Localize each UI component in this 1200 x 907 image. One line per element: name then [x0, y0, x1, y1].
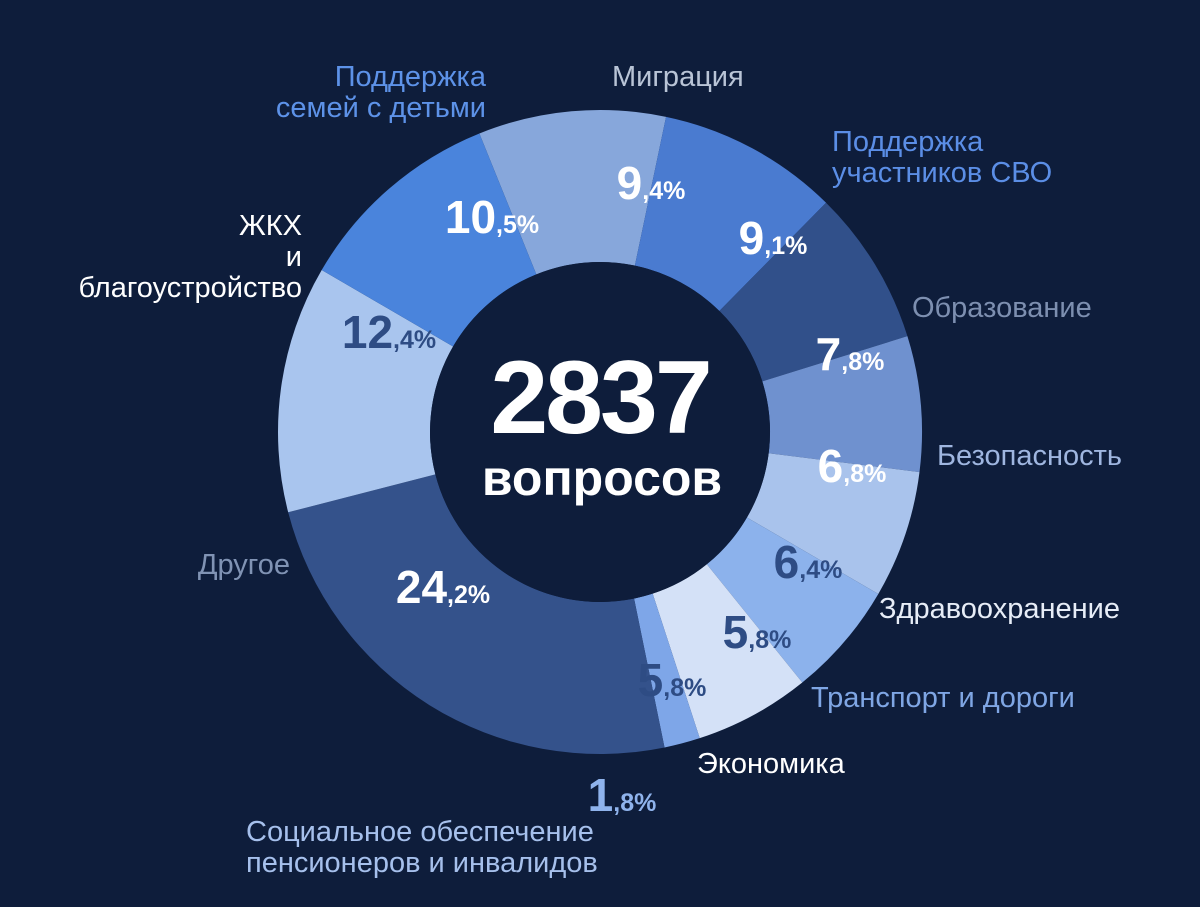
slice-category-label: Здравоохранение	[879, 593, 1120, 625]
slice-value-fraction: ,2%	[447, 581, 491, 609]
donut-slice	[706, 517, 879, 683]
slice-value-fraction: ,5%	[496, 211, 540, 239]
donut-slice	[479, 109, 667, 275]
donut-slice	[321, 133, 537, 347]
slice-value-label: 10,5%	[445, 190, 539, 244]
donut-hole	[430, 262, 770, 602]
slice-value-integer: 9	[738, 212, 765, 264]
slice-value-fraction: ,8%	[663, 674, 707, 702]
donut-slice	[634, 593, 700, 748]
slice-category-label: Поддержка семей с детьми	[275, 61, 486, 124]
slice-value-label: 9,1%	[739, 211, 808, 265]
total-questions-caption: вопросов	[481, 450, 723, 506]
donut-slice	[278, 270, 454, 513]
slice-value-label: 5,8%	[638, 653, 707, 707]
slice-category-label: Другое	[197, 549, 290, 581]
slice-category-label: Экономика	[697, 748, 845, 780]
slice-category-label: Безопасность	[937, 440, 1122, 472]
slice-value-fraction: ,4%	[642, 177, 686, 205]
slice-value-integer: 1	[587, 769, 614, 821]
donut-slice	[634, 116, 827, 311]
donut-slice	[762, 336, 922, 473]
slice-value-fraction: ,8%	[613, 789, 657, 817]
slice-value-integer: 9	[616, 157, 643, 209]
slice-category-label: Поддержка участников СВО	[832, 126, 1053, 189]
slice-value-fraction: ,8%	[841, 348, 885, 376]
slice-category-label: Образование	[912, 292, 1092, 324]
slice-category-label: Миграция	[612, 61, 744, 93]
slice-value-fraction: ,4%	[799, 556, 843, 584]
slice-value-integer: 6	[817, 440, 844, 492]
slice-value-integer: 5	[637, 654, 664, 706]
slice-category-label: Социальное обеспечение пенсионеров и инв…	[246, 816, 598, 879]
total-questions-number: 2837	[490, 340, 712, 456]
slice-category-label: ЖКХ и благоустройство	[78, 210, 302, 304]
slice-value-label: 6,4%	[774, 535, 843, 589]
donut-slice	[746, 453, 920, 594]
slice-value-label: 6,8%	[818, 439, 887, 493]
slice-value-fraction: ,8%	[748, 626, 792, 654]
slice-value-label: 5,8%	[723, 605, 792, 659]
slice-value-label: 12,4%	[342, 305, 436, 359]
donut-slice	[652, 564, 803, 739]
slice-value-label: 1,8%	[588, 768, 657, 822]
slice-value-label: 9,4%	[617, 156, 686, 210]
slice-value-integer: 6	[773, 536, 800, 588]
slice-value-integer: 24	[395, 561, 448, 613]
slice-value-integer: 10	[444, 191, 497, 243]
donut-slice	[288, 474, 665, 755]
donut-slice	[719, 202, 908, 382]
slice-value-integer: 7	[815, 328, 842, 380]
slice-value-integer: 5	[722, 606, 749, 658]
slice-value-fraction: ,1%	[764, 232, 808, 260]
slice-value-integer: 12	[341, 306, 394, 358]
slice-value-fraction: ,8%	[843, 460, 887, 488]
slice-value-label: 24,2%	[396, 560, 490, 614]
slice-value-fraction: ,4%	[393, 326, 437, 354]
slice-category-label: Транспорт и дороги	[811, 682, 1075, 714]
slice-value-label: 7,8%	[816, 327, 885, 381]
